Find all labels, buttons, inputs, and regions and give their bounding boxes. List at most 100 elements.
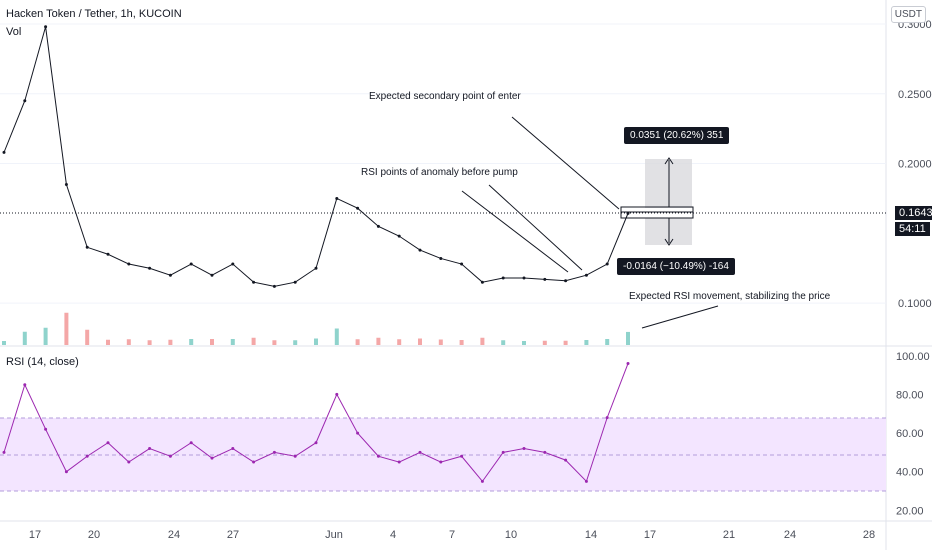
volume-bar [376,337,381,345]
rsi-point [460,454,464,458]
rsi-point [335,392,339,396]
price-point [376,224,380,228]
x-tick: 17 [644,529,656,541]
volume-bar [168,339,173,345]
volume-bars [2,312,630,345]
x-tick: 10 [505,529,517,541]
volume-bar [64,312,69,345]
volume-bar [189,339,194,345]
price-point [64,182,68,186]
rsi-point [376,454,380,458]
annotation-line-anomaly-2 [488,184,583,271]
rsi-point [439,460,443,464]
price-point [189,262,193,266]
price-point [293,280,297,284]
rsi-point [189,441,193,445]
price-point [356,206,360,210]
volume-bar [314,338,318,345]
rsi-points [2,362,630,483]
rsi-point [148,447,152,451]
annotation-line-anomaly-1 [461,190,569,273]
rsi-y-tick: 80.00 [896,389,924,401]
volume-bar [542,340,547,345]
rsi-point [522,447,526,451]
symbol-title: Hacken Token / Tether, 1h, KUCOIN [6,8,182,20]
price-point [480,280,484,284]
volume-bar [501,340,506,345]
rsi-point [584,479,588,483]
rsi-point [480,479,484,483]
x-ticks: 17 20 24 27 Jun 4 7 10 14 17 21 24 28 [29,529,875,541]
volume-bar [626,331,630,345]
measure-upper-tag: 0.0351 (20.62%) 351 [624,127,730,144]
volume-bar [418,338,422,345]
annotation-rsi-movement: Expected RSI movement, stabilizing the p… [629,291,831,302]
rsi-point [543,450,547,454]
volume-bar [2,341,6,345]
rsi-point [356,431,360,435]
volume-bar [126,339,131,345]
price-y-tick: 0.2500 [898,89,932,101]
price-point [85,245,89,249]
rsi-y-tick: 40.00 [896,467,924,479]
price-point [522,276,526,280]
rsi-y-tick: 60.00 [896,428,924,440]
y-ticks-rsi: 100.00 80.00 60.00 40.00 20.00 [896,351,930,518]
rsi-y-tick: 100.00 [896,351,930,363]
x-tick: 4 [390,529,396,541]
rsi-y-tick: 20.00 [896,505,924,517]
price-point [106,252,110,256]
price-point [564,279,568,283]
measure-lower-tag: -0.0164 (−10.49%) -164 [617,258,735,275]
price-point [397,234,401,238]
volume-bar [147,340,152,345]
price-point [127,262,131,266]
price-point [2,150,6,154]
volume-bar [272,340,277,345]
x-tick: 17 [29,529,41,541]
price-point [23,99,27,103]
volume-bar [563,340,568,345]
price-point [439,256,443,260]
rsi-point [564,458,568,462]
price-point [584,273,588,277]
price-point [335,196,339,200]
x-tick: 24 [168,529,180,541]
price-points [2,25,630,288]
currency-selector[interactable]: USDT [890,6,926,23]
measure-lower-arrowhead [664,238,674,246]
countdown-tag: 54:11 [895,222,930,236]
rsi-point [44,427,48,431]
rsi-point [501,450,505,454]
price-point [501,276,505,280]
rsi-point [272,450,276,454]
volume-bar [480,337,485,345]
rsi-point [293,454,297,458]
rsi-title: RSI (14, close) [6,356,79,368]
rsi-point [231,447,235,451]
rsi-point [314,441,318,445]
x-tick: 20 [88,529,100,541]
price-y-tick: 0.2000 [898,159,932,171]
volume-bar [85,329,90,345]
rsi-point [23,383,27,387]
x-tick: Jun [325,529,343,541]
volume-bar [584,340,589,345]
rsi-point [418,450,422,454]
rsi-point [85,454,89,458]
volume-bar [43,327,48,345]
x-tick: 14 [585,529,597,541]
price-grid [0,23,886,304]
rsi-point [106,441,110,445]
price-point [460,262,464,266]
x-tick: 21 [723,529,735,541]
x-tick: 7 [449,529,455,541]
measure-upper-arrowhead [664,157,674,165]
price-point [543,277,547,281]
rsi-point [64,470,68,474]
rsi-point [210,456,214,460]
rsi-point [605,416,609,420]
